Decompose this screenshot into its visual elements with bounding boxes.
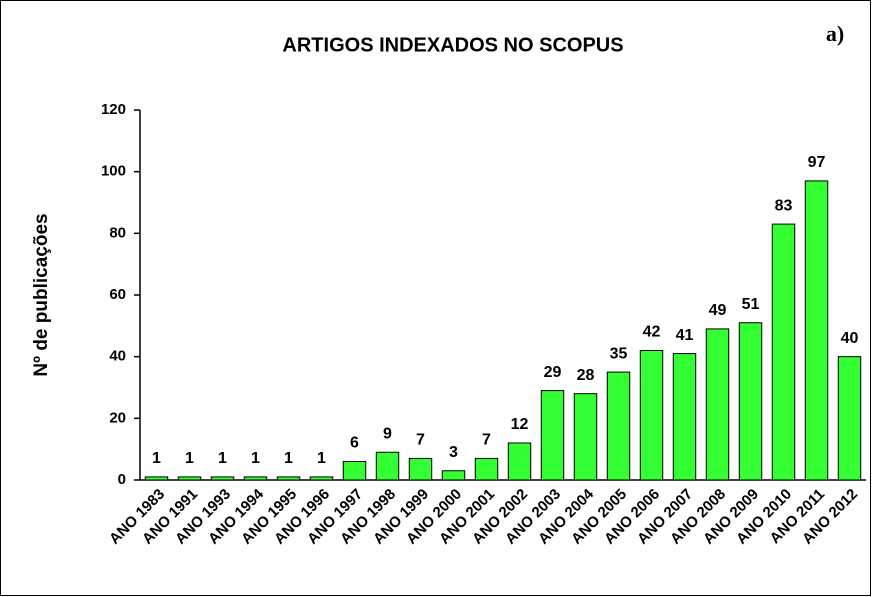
data-label: 28 [577, 367, 595, 384]
data-label: 42 [643, 324, 661, 341]
data-label: 7 [482, 432, 491, 449]
data-label: 1 [251, 450, 260, 467]
bar [441, 470, 466, 481]
bar [672, 353, 697, 481]
bar [309, 476, 334, 481]
bar [342, 461, 367, 481]
bar [144, 476, 169, 481]
data-label: 35 [610, 345, 628, 362]
data-label: 1 [152, 450, 161, 467]
data-label: 1 [284, 450, 293, 467]
bar [177, 476, 202, 481]
data-label: 1 [185, 450, 194, 467]
y-tick-label: 60 [109, 286, 126, 303]
bar [738, 322, 763, 481]
data-label: 1 [317, 450, 326, 467]
data-label: 29 [544, 364, 562, 381]
bar [540, 390, 565, 481]
y-tick-label: 40 [109, 348, 126, 365]
bar [408, 457, 433, 481]
bar [573, 393, 598, 481]
bar [639, 350, 664, 481]
bar [507, 442, 532, 481]
data-label: 6 [350, 435, 359, 452]
bar [606, 371, 631, 481]
bar [210, 476, 235, 481]
y-tick-label: 20 [109, 409, 126, 426]
data-label: 49 [709, 302, 727, 319]
bar [474, 457, 499, 481]
data-label: 3 [449, 444, 458, 461]
y-axis-label: Nº de publicações [31, 213, 52, 376]
data-label: 83 [775, 197, 793, 214]
bar [804, 180, 829, 481]
y-tick-label: 0 [118, 471, 126, 488]
data-label: 51 [742, 296, 760, 313]
data-label: 1 [218, 450, 227, 467]
bar [771, 223, 796, 481]
data-label: 12 [511, 416, 529, 433]
data-label: 40 [841, 330, 859, 347]
annotation: a) [826, 21, 844, 46]
bar [243, 476, 268, 481]
data-label: 97 [808, 154, 826, 171]
bar [837, 356, 862, 481]
data-label: 9 [383, 425, 392, 442]
data-label: 7 [416, 432, 425, 449]
data-label: 41 [676, 327, 694, 344]
y-tick-label: 120 [101, 101, 126, 118]
y-tick-label: 100 [101, 163, 126, 180]
chart-title: ARTIGOS INDEXADOS NO SCOPUS [282, 34, 623, 56]
y-tick-label: 80 [109, 224, 126, 241]
bar [705, 328, 730, 481]
bar [375, 451, 400, 481]
bar [276, 476, 301, 481]
